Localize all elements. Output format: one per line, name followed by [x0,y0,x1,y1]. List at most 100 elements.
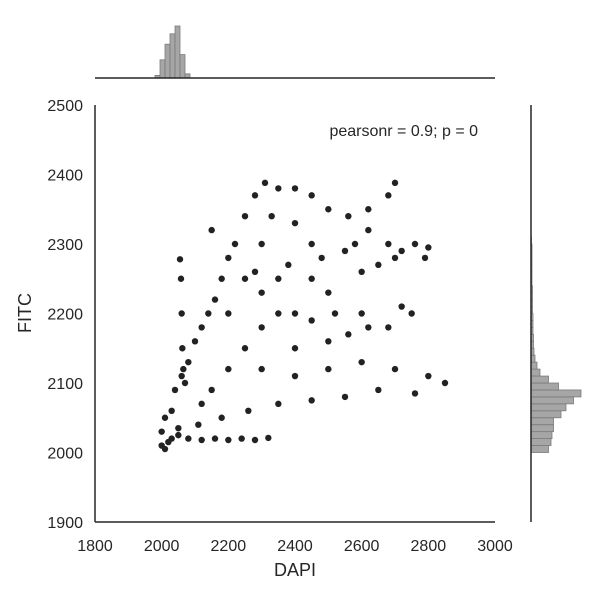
scatter-point [308,240,315,248]
x-tick-label: 2800 [411,538,447,555]
scatter-point [345,213,352,220]
marginal-y-bar [530,389,582,398]
marginal-y-bar [530,375,549,384]
scatter-point [181,379,189,387]
scatter-point [291,372,299,380]
scatter-point [168,407,175,414]
scatter-point [195,421,202,428]
scatter-point [258,324,265,331]
scatter-point [308,397,315,404]
scatter-point [325,338,332,345]
scatter-point [178,372,185,380]
scatter-point [375,261,382,269]
scatter-point [341,393,349,401]
scatter-point [308,192,315,199]
marginal-y-bar [530,438,552,446]
marginal-x-histogram [154,25,191,79]
scatter-point [238,435,245,442]
scatter-point [218,414,225,421]
scatter-point [425,372,432,380]
scatter-point [275,185,282,192]
scatter-point [391,365,399,373]
scatter-point [241,275,249,282]
scatter-point [261,179,269,187]
scatter-point [421,254,429,262]
marginal-y-bar [530,410,562,419]
scatter-point [341,247,349,255]
scatter-point [191,338,199,345]
scatter-point [375,386,382,394]
scatter-point [365,324,372,331]
scatter-point [411,240,419,248]
scatter-point [365,206,372,213]
scatter-point [245,407,252,414]
scatter-point [158,428,165,435]
scatter-point [425,244,432,251]
scatter-point [218,275,225,282]
scatter-point [179,345,186,352]
scatter-point [205,310,212,317]
marginal-y-bar [530,382,559,391]
x-tick-label: 1800 [77,538,113,555]
scatter-point [291,345,299,352]
y-tick-label: 2200 [47,307,83,324]
x-tick-label: 2400 [277,538,313,555]
x-tick-label: 3000 [477,538,513,555]
scatter-point [241,213,249,220]
scatter-point [291,219,299,227]
y-tick-label: 2400 [47,168,83,185]
scatter-point [391,179,399,187]
marginal-y-bar [530,368,541,377]
scatter-point [345,331,352,338]
scatter-point [365,226,372,234]
scatter-point [208,386,215,394]
y-axis-label: FITC [15,293,35,333]
scatter-point [185,435,192,442]
marginal-x-bar [159,59,166,79]
scatter-point [351,240,359,248]
y-tick-labels: 1900 2000 2100 2200 2300 2400 2500 [47,98,83,532]
scatter-point [258,365,265,373]
marginal-x-bar [179,54,186,79]
marginal-x-bar [164,43,171,79]
y-tick-label: 2000 [47,446,83,463]
scatter-point [175,424,182,432]
scatter-point [258,240,265,248]
scatter-point [258,289,265,296]
scatter-point [398,303,405,310]
marginal-x-bar [174,25,181,79]
scatter-point [275,400,282,408]
scatter-point [385,240,392,248]
scatter-point [225,365,232,373]
scatter-point [161,445,169,453]
scatter-point [180,365,187,373]
scatter-point [275,310,282,317]
marginal-y-bar [530,431,553,439]
scatter-point [398,247,405,255]
scatter-point [225,436,232,444]
scatter-point [251,192,259,199]
scatter-point [198,324,205,331]
scatter-point [358,310,365,317]
x-axis-label: DAPI [274,560,316,580]
marginal-y-bar [530,424,554,433]
scatter-point [275,275,282,282]
scatter-point [171,386,179,394]
marginal-y-bar [530,396,574,405]
scatter-point [318,254,325,262]
marginal-y-bar [530,403,567,412]
scatter-point [176,256,184,263]
x-tick-labels: 1800 2000 2200 2400 2600 2800 3000 [77,538,513,555]
x-tick-label: 2600 [344,538,380,555]
scatter-point [308,317,315,324]
x-tick-label: 2200 [211,538,247,555]
scatter-point [241,345,249,352]
scatter-point [285,261,292,269]
scatter-point [211,296,219,303]
scatter-point [268,213,275,220]
scatter-point [198,400,205,408]
scatter-point [391,254,399,262]
scatter-point [208,226,215,234]
scatter-point [308,275,315,282]
